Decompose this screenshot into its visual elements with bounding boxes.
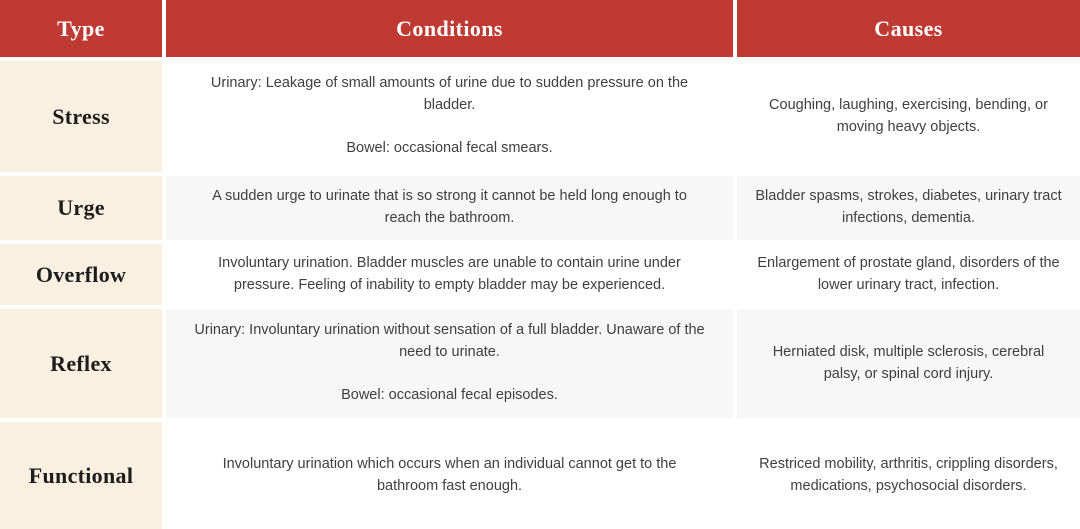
header-cell-type: Type	[0, 0, 162, 57]
conditions-cell-overflow: Involuntary urination. Bladder muscles a…	[166, 244, 733, 305]
header-cell-conditions: Conditions	[166, 0, 733, 57]
conditions-cell-functional: Involuntary urination which occurs when …	[166, 422, 733, 529]
conditions-cell-urge: A sudden urge to urinate that is so stro…	[166, 176, 733, 240]
type-cell-stress: Stress	[0, 61, 162, 172]
header-cell-causes: Causes	[737, 0, 1080, 57]
type-cell-reflex: Reflex	[0, 309, 162, 418]
causes-cell-reflex: Herniated disk, multiple sclerosis, cere…	[737, 309, 1080, 418]
conditions-cell-reflex: Urinary: Involuntary urination without s…	[166, 309, 733, 418]
causes-cell-urge: Bladder spasms, strokes, diabetes, urina…	[737, 176, 1080, 240]
type-cell-urge: Urge	[0, 176, 162, 240]
causes-cell-overflow: Enlargement of prostate gland, disorders…	[737, 244, 1080, 305]
causes-cell-functional: Restriced mobility, arthritis, crippling…	[737, 422, 1080, 529]
conditions-cell-stress: Urinary: Leakage of small amounts of uri…	[166, 61, 733, 172]
type-cell-overflow: Overflow	[0, 244, 162, 305]
causes-cell-stress: Coughing, laughing, exercising, bending,…	[737, 61, 1080, 172]
type-cell-functional: Functional	[0, 422, 162, 529]
